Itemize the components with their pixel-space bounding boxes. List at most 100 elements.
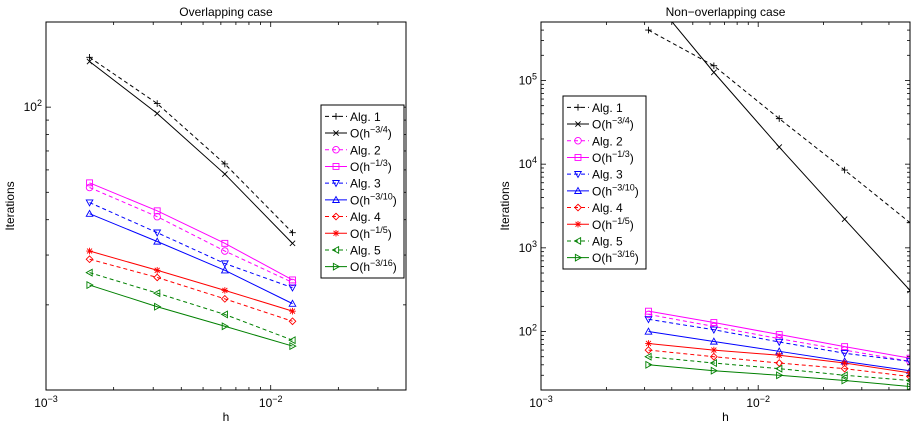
non-overlapping-x-tick-label: 10−2: [746, 394, 770, 410]
overlapping-legend-marker: [331, 245, 340, 255]
non-overlapping-series-5-point: [775, 338, 784, 347]
overlapping-legend-label-post: ): [388, 227, 392, 241]
non-overlapping-series-1-line: [648, 29, 910, 224]
non-overlapping-series-10-point: [645, 360, 653, 369]
overlapping-legend-marker: [332, 212, 340, 221]
non-overlapping-series-9-line: [648, 356, 910, 381]
overlapping-series-1-point: [289, 229, 296, 236]
non-overlapping-legend-label-pre: O(h: [592, 184, 612, 198]
non-overlapping-series-10-point: [841, 376, 849, 385]
overlapping-legend-label: Alg. 1: [350, 110, 381, 124]
overlapping-series-2-point: [86, 58, 93, 65]
non-overlapping-y-tick-label-base: 10: [519, 325, 533, 339]
non-overlapping-series-4-point: [645, 307, 652, 315]
overlapping-series-6-point: [85, 209, 94, 217]
overlapping-legend-label-post: ): [393, 193, 397, 207]
overlapping-legend-marker: [332, 145, 340, 154]
overlapping-legend-label-exp: −3/4: [370, 125, 388, 135]
overlapping-legend-label-post: ): [393, 260, 397, 274]
overlapping-series-9: [85, 268, 296, 345]
overlapping-series-5-point: [220, 260, 229, 268]
overlapping-series-8: [86, 247, 296, 315]
non-overlapping-ticks: [540, 21, 911, 391]
non-overlapping-legend-label-post: ): [635, 251, 639, 265]
non-overlapping-legend-label: O(h−3/10): [592, 182, 639, 198]
overlapping-y-tick-label-base: 10: [24, 100, 38, 114]
non-overlapping-series-8: [645, 340, 910, 377]
non-overlapping-legend-label: Alg. 2: [592, 134, 623, 148]
non-overlapping-series-10-line: [648, 364, 910, 388]
overlapping-legend-label-exp: −1/3: [370, 158, 388, 168]
non-overlapping-legend-label: O(h−1/3): [592, 149, 634, 165]
non-overlapping-series-6-point: [905, 366, 910, 374]
non-overlapping-y-tick-label-base: 10: [519, 73, 533, 87]
overlapping-legend-marker: [332, 113, 340, 120]
non-overlapping-legend-label: Alg. 4: [592, 201, 623, 215]
overlapping-series-6: [85, 209, 297, 307]
non-overlapping-legend-label-exp: −3/16: [612, 249, 635, 259]
non-overlapping-series-1-point: [710, 62, 718, 70]
non-overlapping-y-tick-label-exponent: 2: [532, 323, 537, 333]
non-overlapping-legend-label-exp: −1/3: [612, 149, 630, 159]
overlapping-series-4-point: [221, 239, 229, 247]
overlapping-series-6-point: [220, 266, 229, 274]
non-overlapping-legend-marker: [574, 203, 582, 212]
non-overlapping-series-6-point: [644, 327, 653, 335]
non-overlapping-series-8-point: [645, 340, 652, 347]
non-overlapping-series-8-point: [775, 351, 783, 359]
non-overlapping-series-5-line: [648, 318, 910, 362]
overlapping-legend-label-pre: O(h: [350, 227, 370, 241]
non-overlapping-series-1-point: [841, 166, 848, 174]
overlapping-series-5: [85, 199, 297, 292]
overlapping-series-4: [86, 179, 296, 284]
non-overlapping-series-5-point: [840, 350, 849, 358]
overlapping-legend-label-post: ): [388, 127, 392, 141]
overlapping-series-2-line: [89, 61, 293, 244]
overlapping-series-7: [85, 255, 297, 326]
overlapping-legend-label: O(h−1/3): [350, 158, 392, 174]
overlapping-legend-label: Alg. 5: [350, 243, 381, 257]
overlapping-y-tick-label-exponent: 2: [37, 98, 42, 108]
non-overlapping-series-10-point: [710, 366, 719, 375]
non-overlapping-legend-label: O(h−1/5): [592, 216, 634, 232]
non-overlapping-axes-box: [540, 21, 911, 391]
non-overlapping-series-1-point: [645, 26, 652, 34]
non-overlapping-legend-marker: [573, 171, 583, 179]
overlapping-legend-label-post: ): [388, 160, 392, 174]
overlapping-series-8-line: [89, 250, 293, 312]
non-overlapping-series-4-point: [710, 319, 718, 326]
non-overlapping-y-tick-label-exponent: 3: [532, 239, 537, 249]
non-overlapping-legend-label-exp: −3/10: [612, 182, 635, 192]
non-overlapping-series-2-point: [907, 287, 910, 294]
non-overlapping-legend-label-exp: −1/5: [612, 216, 630, 226]
overlapping-y-tick-label: 102: [24, 98, 42, 114]
overlapping-series-2-point: [154, 110, 161, 117]
overlapping-legend-label-exp: −3/10: [370, 191, 393, 201]
non-overlapping-y-tick-label-base: 10: [519, 157, 533, 171]
overlapping-series-1-line: [89, 56, 293, 234]
overlapping-series-5-point: [85, 199, 94, 207]
overlapping-series-8-point: [289, 307, 296, 315]
overlapping-legend-marker: [332, 229, 340, 237]
non-overlapping-series-5-point: [709, 326, 718, 334]
overlapping-legend-label: Alg. 2: [350, 143, 381, 157]
non-overlapping-legend-label: O(h−3/4): [592, 116, 634, 132]
overlapping-x-tick-label: 10−3: [34, 394, 58, 410]
non-overlapping-legend-label-pre: O(h: [592, 151, 612, 165]
overlapping-series-2-point: [289, 240, 296, 247]
non-overlapping-series-10-point: [776, 371, 784, 380]
non-overlapping-legend-label-post: ): [635, 184, 639, 198]
non-overlapping-series-9-point: [775, 364, 783, 373]
non-overlapping-legend-label: Alg. 1: [592, 101, 623, 115]
overlapping-series-6-line: [89, 213, 293, 305]
overlapping-series-8-point: [86, 247, 93, 255]
non-overlapping-series-7-point: [709, 352, 718, 361]
overlapping-series-8-point: [153, 266, 161, 274]
overlapping-series-10: [86, 280, 297, 351]
overlapping-series-9-point: [152, 289, 161, 298]
non-overlapping-legend-label-post: ): [630, 118, 634, 132]
non-overlapping-y-tick-label: 104: [519, 155, 537, 171]
overlapping-series-4-point: [153, 207, 161, 215]
non-overlapping-legend-marker: [574, 104, 582, 111]
